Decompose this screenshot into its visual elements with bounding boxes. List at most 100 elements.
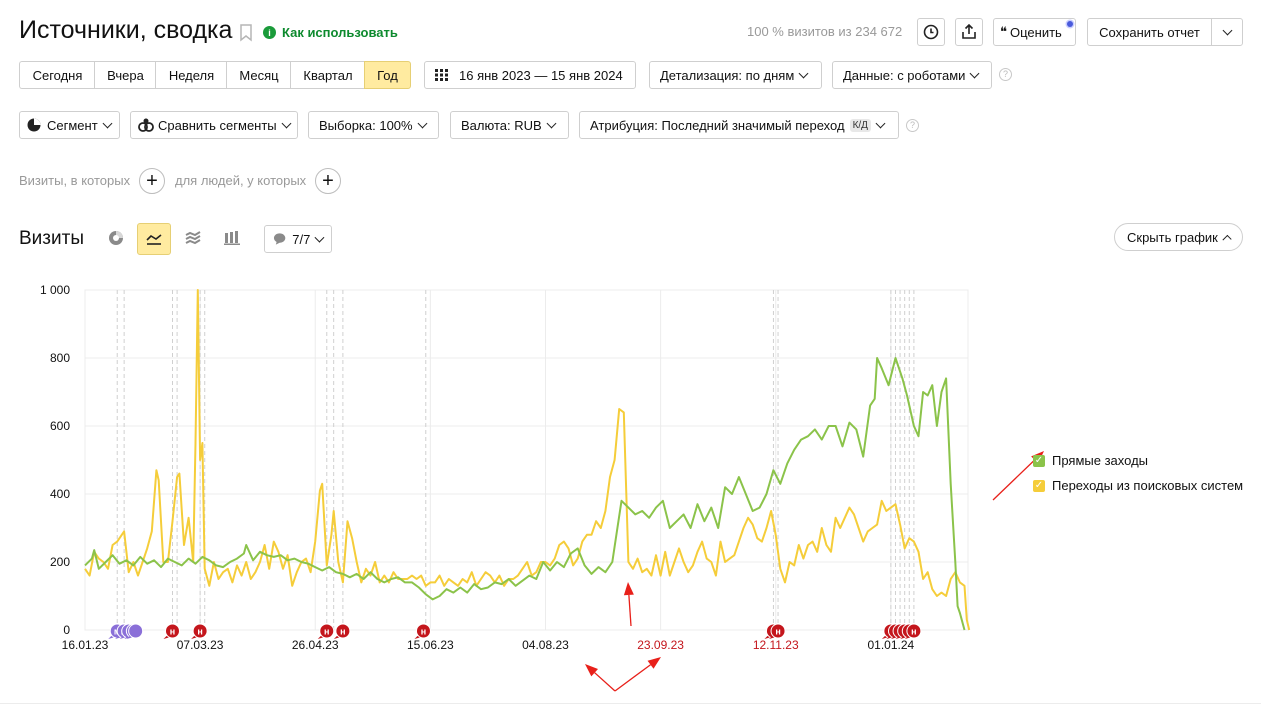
- chevron-down-icon: [875, 118, 886, 128]
- people-condition-label: для людей, у которых: [175, 173, 307, 188]
- date-range-picker[interactable]: 16 янв 2023 — 15 янв 2024: [424, 61, 636, 89]
- chevron-down-icon: [546, 118, 557, 128]
- arrow-shaft: [614, 664, 651, 692]
- compare-segments-dropdown[interactable]: Сравнить сегменты: [130, 111, 298, 139]
- annotation-marker: [126, 623, 144, 639]
- currency-label: Валюта: RUB: [461, 117, 542, 133]
- chevron-down-icon: [798, 68, 809, 78]
- legend-item-direct[interactable]: ✓ Прямые заходы: [1033, 453, 1148, 468]
- chart-type-area-button[interactable]: [178, 223, 208, 253]
- x-tick-label: 15.06.23: [407, 638, 454, 652]
- arrow-shaft: [992, 459, 1036, 501]
- help-icon[interactable]: ?: [906, 119, 919, 132]
- hide-chart-label: Скрыть график: [1127, 229, 1218, 245]
- annotation-label: н: [324, 627, 329, 637]
- chart-type-line-button[interactable]: [137, 223, 171, 255]
- period-year[interactable]: Год: [364, 61, 411, 89]
- arrow-to-spike: [623, 582, 634, 627]
- robots-dropdown[interactable]: Данные: с роботами: [832, 61, 992, 89]
- add-visits-condition-button[interactable]: +: [139, 168, 165, 194]
- arrow-to-date-left: [585, 664, 616, 692]
- calendar-icon: [435, 69, 448, 81]
- period-week[interactable]: Неделя: [155, 61, 227, 89]
- x-tick-label: 04.08.23: [522, 638, 569, 652]
- period-yesterday[interactable]: Вчера: [94, 61, 156, 89]
- compare-icon: [138, 118, 154, 132]
- x-tick-label: 01.01.24: [868, 638, 915, 652]
- pie-icon: [27, 118, 41, 132]
- hide-chart-button[interactable]: Скрыть график: [1114, 223, 1243, 251]
- annotation-marker: н: [317, 623, 335, 639]
- annotation-marker: н: [904, 623, 922, 639]
- pie-chart-icon: [109, 231, 123, 245]
- checkbox-checked-icon: ✓: [1033, 454, 1045, 467]
- checkbox-checked-icon: ✓: [1033, 479, 1045, 492]
- detail-dropdown[interactable]: Детализация: по дням: [649, 61, 822, 89]
- rate-icon: ❝: [1000, 24, 1007, 39]
- arrow-head: [623, 582, 634, 596]
- bookmark-icon[interactable]: [239, 24, 253, 45]
- compare-label: Сравнить сегменты: [158, 117, 277, 133]
- area-chart-icon: [185, 231, 201, 245]
- annotation-label: н: [421, 627, 426, 637]
- x-tick-label: 16.01.23: [62, 638, 109, 652]
- x-tick-label: 26.04.23: [292, 638, 339, 652]
- bottom-divider: [0, 703, 1261, 704]
- save-report-dropdown[interactable]: [1211, 18, 1243, 46]
- annotations-count: 7/7: [292, 231, 311, 247]
- history-button[interactable]: [917, 18, 945, 46]
- period-quarter[interactable]: Квартал: [290, 61, 365, 89]
- info-icon: i: [263, 26, 276, 39]
- share-icon: [962, 24, 976, 39]
- detail-label: Детализация: по дням: [660, 67, 795, 83]
- annotation-dot: [128, 623, 144, 639]
- segment-label: Сегмент: [47, 117, 98, 133]
- chart-type-pie-button[interactable]: [101, 223, 131, 253]
- robots-label: Данные: с роботами: [843, 67, 966, 83]
- y-tick-label: 400: [50, 487, 70, 501]
- annotation-dot: [319, 623, 335, 639]
- y-tick-label: 0: [63, 623, 70, 637]
- arrow-head: [647, 657, 661, 669]
- bar-chart-icon: [224, 231, 240, 245]
- sample-label: Выборка: 100%: [319, 117, 413, 133]
- rate-button[interactable]: ❝ Оценить: [993, 18, 1076, 46]
- y-tick-label: 800: [50, 351, 70, 365]
- annotation-marker: н: [191, 623, 208, 639]
- legend-item-search[interactable]: ✓ Переходы из поисковых систем: [1033, 478, 1243, 493]
- rate-label: Оценить: [1010, 24, 1062, 40]
- y-tick-label: 200: [50, 555, 70, 569]
- attribution-badge: К/Д: [849, 118, 871, 132]
- annotation-dot: [192, 623, 208, 639]
- chart-type-bar-button[interactable]: [217, 223, 247, 253]
- plus-icon: +: [322, 170, 334, 192]
- annotations-dropdown[interactable]: 7/7: [264, 225, 332, 253]
- sample-info: 100 % визитов из 234 672: [747, 24, 903, 39]
- chevron-down-icon: [969, 68, 980, 78]
- save-report-button[interactable]: Сохранить отчет: [1087, 18, 1212, 46]
- annotation-dot: [335, 623, 351, 639]
- annotation-label: н: [340, 627, 345, 637]
- line-chart-icon: [146, 234, 162, 245]
- how-to-use-link[interactable]: i Как использовать: [263, 25, 398, 40]
- period-today[interactable]: Сегодня: [19, 61, 95, 89]
- notification-dot: [1067, 21, 1073, 27]
- annotation-label: н: [197, 627, 202, 637]
- comment-icon: [273, 233, 286, 245]
- period-month[interactable]: Месяц: [226, 61, 291, 89]
- y-tick-label: 1 000: [40, 283, 70, 297]
- y-tick-label: 600: [50, 419, 70, 433]
- legend-label-search: Переходы из поисковых систем: [1052, 478, 1244, 493]
- help-icon[interactable]: ?: [999, 68, 1012, 81]
- arrow-head: [585, 664, 599, 677]
- chevron-down-icon: [417, 118, 428, 128]
- attribution-dropdown[interactable]: Атрибуция: Последний значимый переход К/…: [579, 111, 899, 139]
- currency-dropdown[interactable]: Валюта: RUB: [450, 111, 569, 139]
- sample-dropdown[interactable]: Выборка: 100%: [308, 111, 439, 139]
- segment-dropdown[interactable]: Сегмент: [19, 111, 120, 139]
- add-people-condition-button[interactable]: +: [315, 168, 341, 194]
- save-report-label: Сохранить отчет: [1099, 24, 1200, 40]
- annotation-label: н: [775, 627, 780, 637]
- share-button[interactable]: [955, 18, 983, 46]
